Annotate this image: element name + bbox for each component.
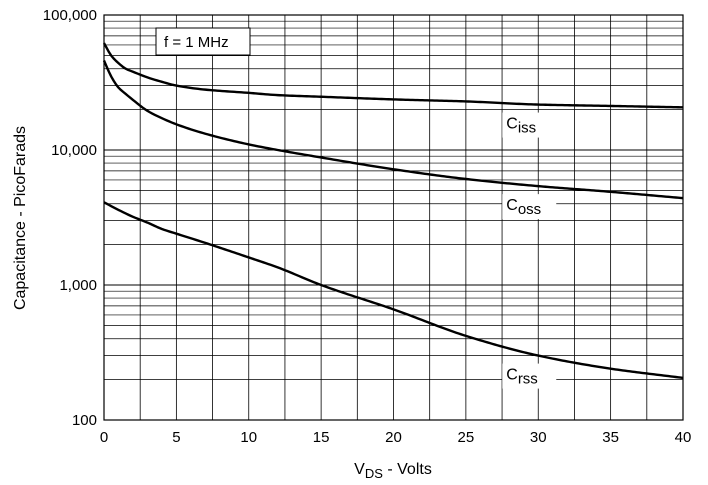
- x-tick-label: 35: [602, 429, 619, 446]
- x-tick-label: 20: [385, 429, 402, 446]
- curves: [102, 42, 684, 380]
- x-axis-label: VDS - Volts: [354, 461, 432, 481]
- x-tick-label: 15: [313, 429, 330, 446]
- series-labels: Ciss Coss Crss: [502, 112, 557, 389]
- frequency-label: f = 1 MHz: [164, 34, 229, 51]
- x-tick-label: 25: [458, 429, 475, 446]
- y-tick-label: 1,000: [59, 277, 97, 294]
- x-tick-label: 5: [172, 429, 180, 446]
- series-label-bg: [502, 363, 557, 389]
- series-label-crss: Crss: [506, 367, 538, 388]
- x-axis-label-sub: DS: [365, 466, 383, 481]
- frequency-annotation: f = 1 MHz: [155, 27, 251, 56]
- series-line-coss: [102, 60, 684, 200]
- x-tick-label: 40: [675, 429, 692, 446]
- series-label-bg: [502, 194, 557, 220]
- x-axis-label-rest: - Volts: [383, 461, 432, 478]
- y-tick-labels: 100 1,000 10,000 100,000: [43, 7, 97, 429]
- series-label-bg: [502, 112, 557, 138]
- y-tick-label: 10,000: [51, 142, 97, 159]
- y-tick-label: 100: [72, 412, 97, 429]
- x-tick-label: 0: [100, 429, 108, 446]
- series-line-crss: [103, 201, 684, 380]
- y-tick-label: 100,000: [43, 7, 97, 24]
- x-tick-label: 10: [240, 429, 257, 446]
- series-label-ciss: Ciss: [506, 116, 536, 137]
- series-label-coss: Coss: [506, 197, 541, 218]
- series-line-ciss: [102, 42, 684, 109]
- x-axis-label-main: V: [354, 461, 365, 478]
- plot-frame: [103, 14, 684, 421]
- y-axis-label: Capacitance - PicoFarads: [12, 126, 29, 310]
- x-tick-labels: 0 5 10 15 20 25 30 35 40: [100, 429, 692, 446]
- x-tick-label: 30: [530, 429, 547, 446]
